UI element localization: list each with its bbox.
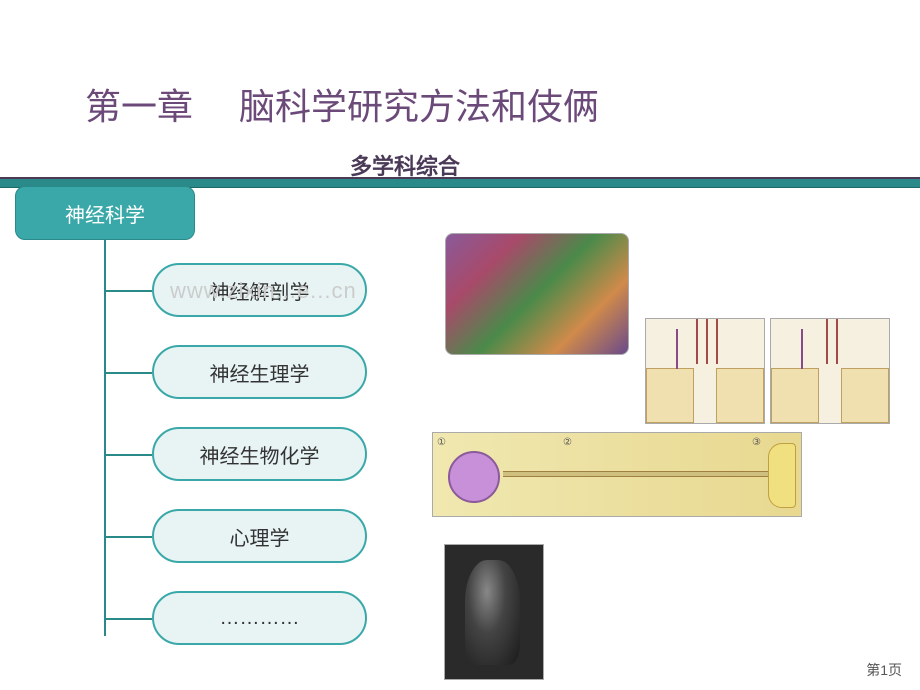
- child-node-more: …………: [152, 591, 367, 645]
- child-node-label: 心理学: [230, 522, 290, 551]
- tree-branch-line: [104, 372, 152, 374]
- synapse-diagram-left: [645, 318, 765, 424]
- tree-branch-line: [104, 290, 152, 292]
- tree-branch-line: [104, 618, 152, 620]
- child-node-psychology: 心理学: [152, 509, 367, 563]
- tree-trunk-line: [104, 240, 106, 636]
- child-node-neurobiochemistry: 神经生物化学: [152, 427, 367, 481]
- child-node-neurophysiology: 神经生理学: [152, 345, 367, 399]
- child-node-label: 神经生理学: [210, 358, 310, 387]
- root-node-label: 神经科学: [65, 199, 145, 228]
- neuron-biochem-diagram: ① ② ③: [432, 432, 802, 517]
- tree-branch-line: [104, 536, 152, 538]
- root-node-neuroscience: 神经科学: [15, 186, 195, 240]
- page-title: 第一章 脑科学研究方法和伎俩: [85, 78, 599, 130]
- brain-illustration: [445, 233, 629, 355]
- tree-branch-line: [104, 454, 152, 456]
- synapse-diagram-right: [770, 318, 890, 424]
- child-node-label: …………: [220, 607, 300, 630]
- child-node-label: 神经生物化学: [200, 440, 320, 469]
- thinker-photo: [444, 544, 544, 680]
- watermark-text: www.zixin...e...cn: [170, 278, 357, 304]
- page-number: 第1页: [866, 660, 902, 680]
